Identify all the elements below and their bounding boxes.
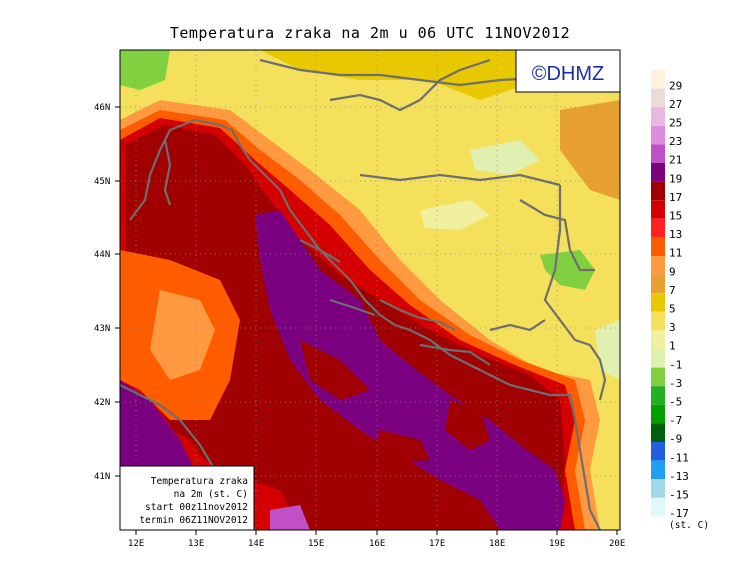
info-box: Temperatura zraka na 2m (st. C) start 00…: [119, 465, 255, 531]
lon-label: 12E: [128, 539, 144, 549]
grid-lines: [120, 50, 620, 530]
info-line-1: Temperatura zraka: [151, 476, 248, 487]
lat-label: 43N: [94, 324, 110, 334]
logo-text: ©DHMZ: [532, 63, 605, 85]
legend-swatch: [651, 293, 665, 312]
legend-label: -1: [669, 358, 682, 371]
legend-label: 19: [669, 172, 682, 185]
legend-swatch: [651, 237, 665, 256]
legend-swatch: [651, 442, 665, 461]
lon-label: 18E: [489, 539, 505, 549]
legend-label: -17: [669, 507, 689, 520]
legend-label: -9: [669, 433, 682, 446]
legend-label: 23: [669, 135, 682, 148]
legend-swatch: [651, 423, 665, 442]
legend-label: 7: [669, 284, 676, 297]
lat-label: 44N: [94, 250, 110, 260]
temperature-field: [120, 50, 620, 530]
legend-label: -15: [669, 489, 689, 502]
info-line-3: start 00z11nov2012: [145, 502, 248, 513]
legend-swatch: [651, 181, 665, 201]
lat-label: 46N: [94, 103, 110, 113]
legend-swatch: [651, 349, 665, 368]
legend-label: 17: [669, 191, 682, 204]
dhmz-logo: ©DHMZ: [515, 49, 621, 93]
legend-label: -13: [669, 470, 689, 483]
lon-label: 15E: [308, 539, 324, 549]
legend-swatch: [651, 367, 665, 387]
lat-label: 41N: [94, 472, 110, 482]
lon-label: 20E: [609, 539, 625, 549]
legend-swatch: [651, 404, 665, 424]
legend-label: 15: [669, 210, 682, 223]
coastlines: [120, 58, 607, 530]
legend-label: 1: [669, 340, 676, 353]
legend-swatch: [651, 274, 665, 294]
legend-label: 5: [669, 303, 676, 316]
lon-label: 14E: [248, 539, 264, 549]
legend-swatch: [651, 107, 665, 126]
info-line-4: termin 06Z11NOV2012: [139, 515, 248, 526]
lat-label: 42N: [94, 398, 110, 408]
lat-label: 45N: [94, 177, 110, 187]
legend-label: -3: [669, 377, 682, 390]
legend-label: 21: [669, 154, 682, 167]
legend-swatch: [651, 144, 665, 163]
legend-swatch: [651, 497, 665, 517]
legend-label: 13: [669, 228, 682, 241]
legend-swatch: [651, 70, 665, 89]
legend-label: 3: [669, 321, 676, 334]
page-title: Temperatura zraka na 2m u 06 UTC 11NOV20…: [169, 24, 571, 42]
legend-label: 11: [669, 247, 682, 260]
legend-swatch: [651, 218, 665, 238]
legend-label: -5: [669, 396, 682, 409]
map-frame: [119, 49, 621, 531]
lon-labels: 12E 13E 14E 15E 16E 17E 18E 19E 20E: [128, 539, 625, 549]
legend-swatch: [651, 386, 665, 405]
lat-labels: 46N 45N 44N 43N 42N 41N: [94, 103, 110, 482]
legend-label: 29: [669, 79, 682, 92]
lon-label: 17E: [429, 539, 445, 549]
legend-swatch: [651, 330, 665, 349]
legend-label: 25: [669, 117, 682, 130]
legend-swatch: [651, 163, 665, 182]
axis-ticks: [115, 106, 618, 535]
legend-swatch: [651, 88, 665, 108]
info-line-2: na 2m (st. C): [174, 489, 248, 500]
legend-labels: 29 27 25 23 21 19 17 15 13 11 9 7 5 3 1 -1 -3 -5 -7 -9 -11 -1…: [669, 79, 689, 520]
legend-swatch: [651, 200, 665, 219]
legend-swatch: [651, 311, 665, 331]
lon-label: 16E: [369, 539, 385, 549]
legend-label: -11: [669, 451, 689, 464]
lon-label: 19E: [549, 539, 565, 549]
legend-label: 27: [669, 98, 682, 111]
legend-swatch: [651, 125, 665, 145]
lon-label: 13E: [188, 539, 204, 549]
legend-swatch: [651, 460, 665, 480]
legend-unit: (st. C): [669, 520, 709, 531]
legend-label: 9: [669, 265, 676, 278]
legend-color-bar: [651, 70, 665, 517]
legend-swatch: [651, 479, 665, 498]
legend-swatch: [651, 256, 665, 275]
legend-label: -7: [669, 414, 682, 427]
